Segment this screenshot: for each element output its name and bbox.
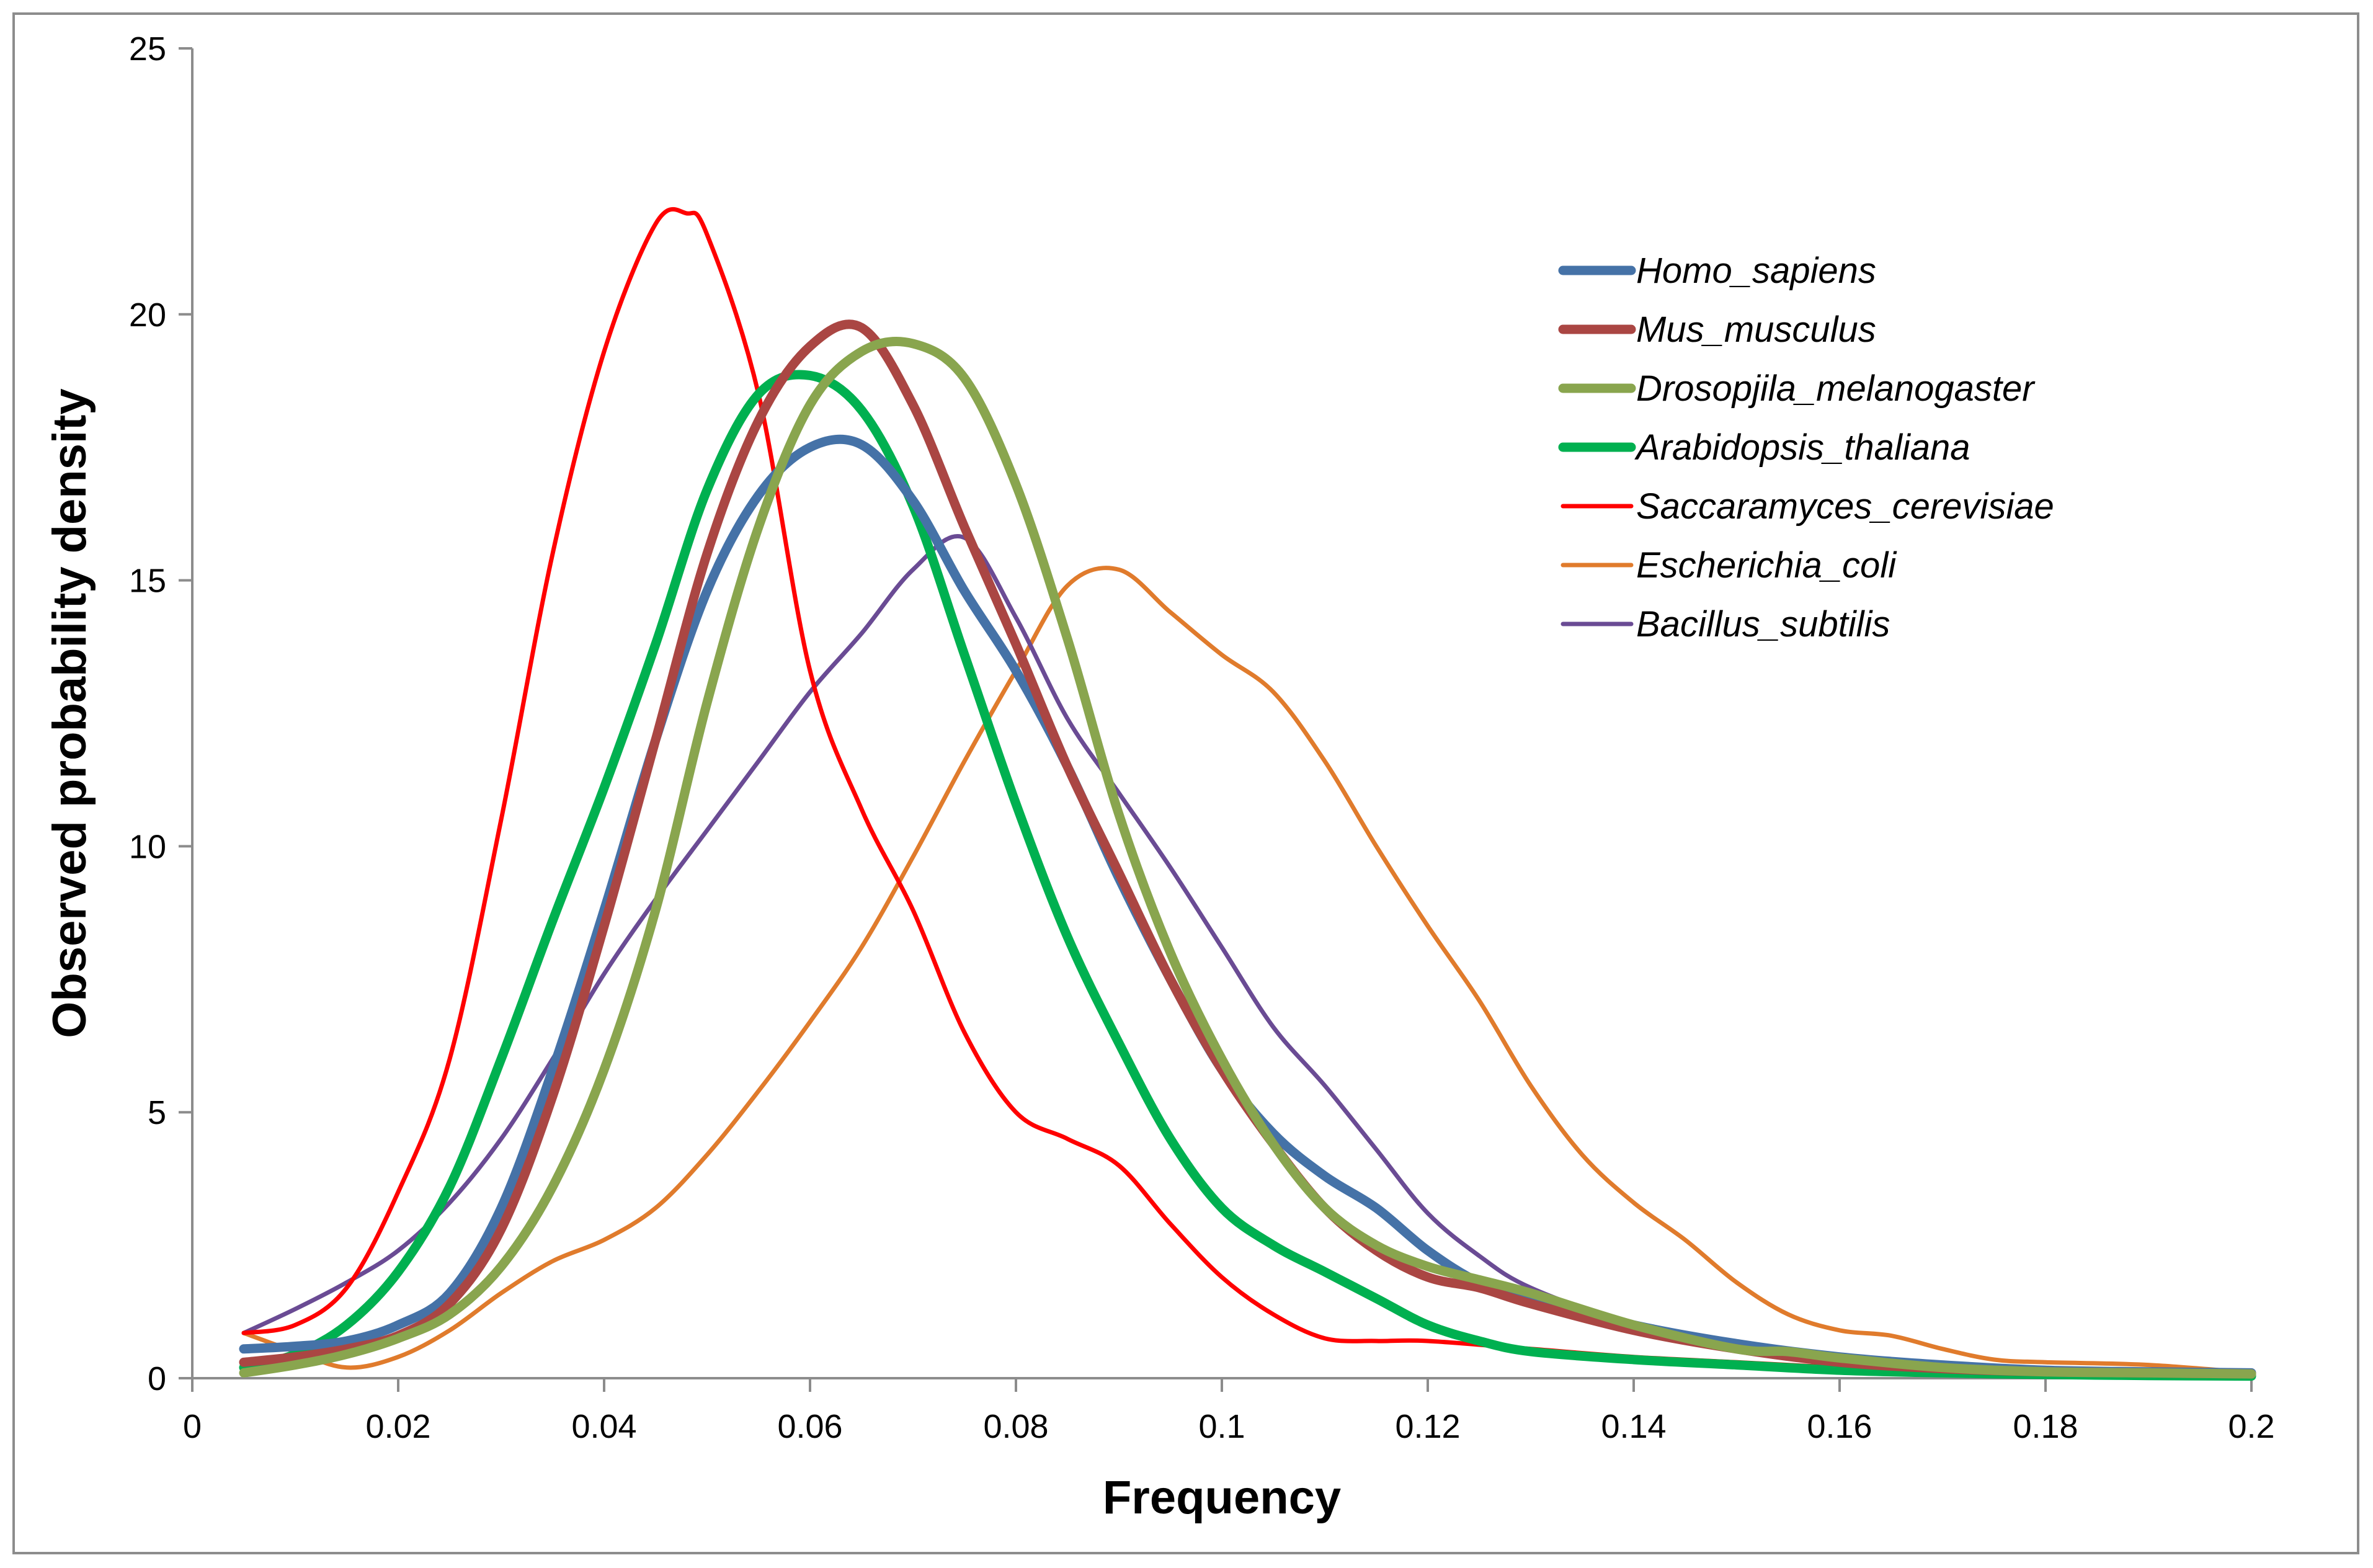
x-axis-ticks: 0 0.02 0.04 0.06 0.08 0.1 0.12 0.14 0.16 0.18 0.2 [183, 1378, 2275, 1445]
x-tick-label: 0.06 [777, 1408, 842, 1445]
legend-label: Saccaramyces_cerevisiae [1636, 486, 2054, 527]
legend-label: Mus_musculus [1636, 310, 1876, 350]
legend-label: Bacillus_subtilis [1636, 604, 1890, 644]
x-tick-label: 0 [183, 1408, 202, 1445]
legend-label: Homo_sapiens [1636, 251, 1876, 291]
x-tick-label: 0.08 [983, 1408, 1048, 1445]
x-tick-label: 0.12 [1395, 1408, 1460, 1445]
y-tick-label: 15 [129, 563, 166, 600]
series-line-arabidopsis-thaliana [239, 370, 2256, 1381]
series-line-mus-musculus [239, 319, 2256, 1379]
series-line-drosopjila-melanogaster [239, 336, 2256, 1379]
x-tick-label: 0.18 [2013, 1408, 2078, 1445]
chart-frame [12, 12, 2359, 1554]
x-tick-label: 0.02 [365, 1408, 430, 1445]
y-tick-label: 5 [148, 1094, 166, 1131]
x-tick-label: 0.2 [2228, 1408, 2274, 1445]
x-tick-label: 0.04 [571, 1408, 636, 1445]
y-tick-label: 0 [148, 1360, 166, 1397]
y-tick-label: 20 [129, 296, 166, 334]
legend-label: Escherichia_coli [1636, 545, 1897, 586]
series-lines [239, 207, 2256, 1381]
y-axis-title: Observed probability density [43, 388, 96, 1038]
x-axis-title: Frequency [1103, 1471, 1341, 1524]
x-tick-label: 0.16 [1807, 1408, 1872, 1445]
y-tick-label: 10 [129, 828, 166, 865]
series-line-bacillus-subtilis [241, 534, 2254, 1376]
legend-label: Arabidopsis_thaliana [1634, 427, 1970, 468]
legend: Homo_sapiens Mus_musculus Drosopjila_melan… [1558, 251, 2054, 644]
x-tick-label: 0.1 [1198, 1408, 1245, 1445]
x-tick-label: 0.14 [1601, 1408, 1666, 1445]
y-axis-ticks: 0 5 10 15 20 25 [129, 30, 192, 1397]
legend-label: Drosopjila_melanogaster [1636, 368, 2036, 409]
y-tick-label: 25 [129, 30, 166, 68]
series-line-escherichia-coli [241, 566, 2254, 1375]
